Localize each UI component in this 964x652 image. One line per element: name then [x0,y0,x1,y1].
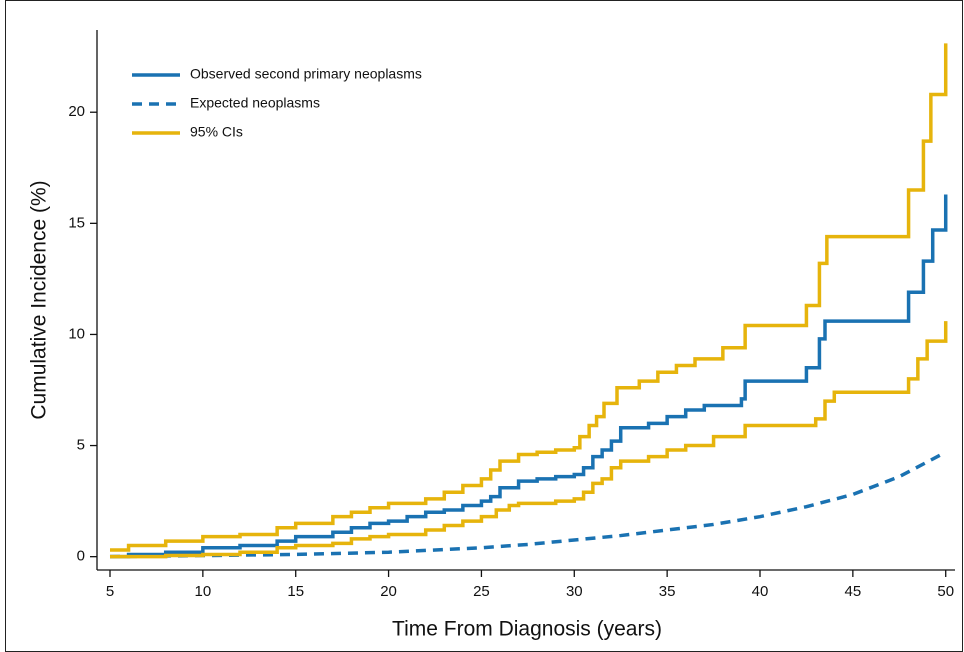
y-tick-label: 0 [77,548,85,565]
y-tick-label: 5 [77,437,85,454]
series-line [109,450,947,559]
x-tick-label: 5 [106,583,114,600]
series-line [110,194,948,559]
x-tick-label: 50 [937,583,954,600]
x-tick-label: 20 [380,583,397,600]
series-line [110,43,948,552]
y-tick-label: 15 [68,214,85,231]
x-tick-label: 35 [659,583,676,600]
legend-label: Observed second primary neoplasms [190,66,422,82]
x-axis-label: Time From Diagnosis (years) [392,618,662,641]
legend-label: Expected neoplasms [190,95,320,111]
x-tick-label: 30 [566,583,583,600]
x-tick-label: 15 [287,583,304,600]
legend-label: 95% CIs [190,124,243,140]
y-tick-label: 20 [68,103,85,120]
x-tick-label: 40 [752,583,769,600]
y-axis-label: Cumulative Incidence (%) [28,180,51,419]
series-line [110,321,948,559]
y-tick-label: 10 [68,325,85,342]
x-tick-label: 25 [473,583,490,600]
x-tick-label: 10 [195,583,212,600]
x-tick-label: 45 [845,583,862,600]
